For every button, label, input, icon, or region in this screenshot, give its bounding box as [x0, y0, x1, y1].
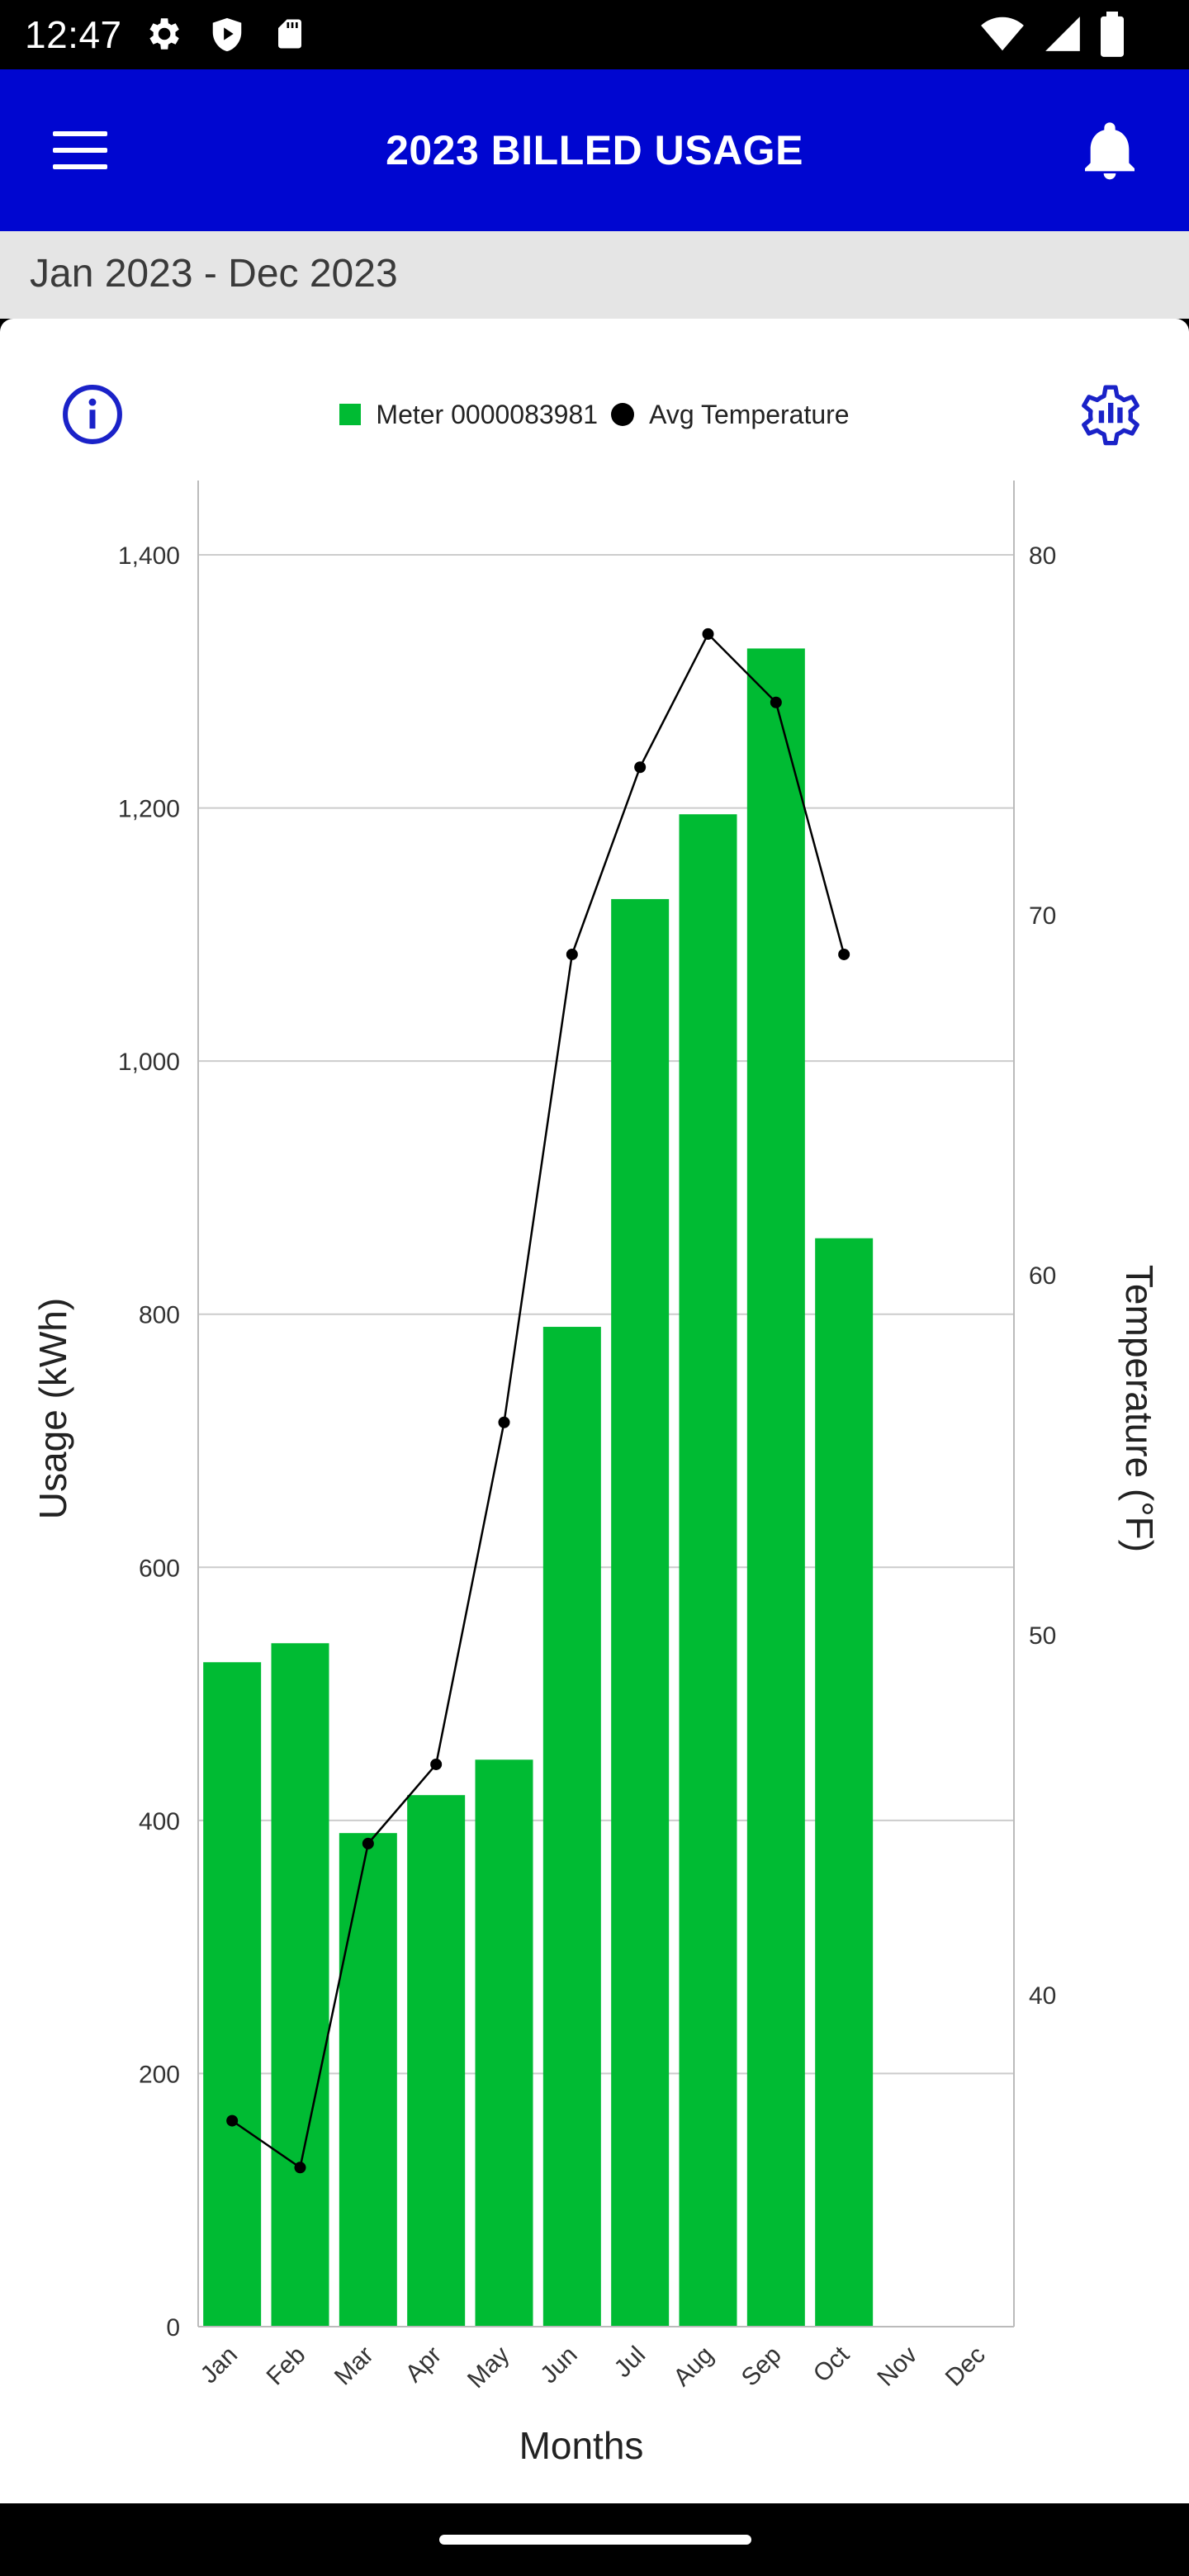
- legend-item-temperature[interactable]: Avg Temperature: [611, 400, 850, 430]
- y-tick-label: 1,000: [118, 1049, 180, 1076]
- app-bar: 2023 BILLED USAGE: [0, 69, 1189, 231]
- y2-axis-title: Temperature (°F): [1118, 1265, 1161, 1552]
- usage-chart: 0 200 400 600 800 1,000 1,200 1,400 40 50 60 70 80 Ja…: [31, 481, 1161, 2467]
- bar-oct[interactable]: [815, 1238, 874, 2327]
- date-range-label: Jan 2023 - Dec 2023: [30, 252, 398, 296]
- bar-jan[interactable]: [203, 1662, 262, 2327]
- x-tick-label: Apr: [400, 2342, 447, 2388]
- wifi-icon: [981, 17, 1024, 51]
- y2-tick-label: 60: [1029, 1262, 1056, 1290]
- x-tick-label: Aug: [668, 2342, 718, 2392]
- chart-legend: Meter 0000083981 Avg Temperature: [0, 390, 1189, 439]
- x-tick-label: Oct: [808, 2341, 855, 2388]
- chart-gridlines: [198, 554, 1014, 2075]
- y-tick-label: 800: [139, 1302, 180, 1329]
- bar-aug[interactable]: [679, 814, 737, 2327]
- x-tick-label: May: [462, 2342, 514, 2394]
- legend-swatch-usage: [339, 404, 362, 425]
- legend-dot-temperature: [611, 403, 635, 426]
- temp-point-sep[interactable]: [770, 696, 782, 708]
- chart-bars: [203, 648, 874, 2327]
- temperature-line: [231, 632, 846, 2170]
- temp-point-mar[interactable]: [362, 1837, 374, 1849]
- legend-item-usage[interactable]: Meter 0000083981: [339, 400, 598, 430]
- temp-point-oct[interactable]: [838, 948, 850, 960]
- date-range-strip: Jan 2023 - Dec 2023: [0, 231, 1189, 319]
- x-tick-label: Feb: [262, 2342, 311, 2391]
- temp-point-jan[interactable]: [226, 2114, 239, 2127]
- shield-play-icon: [212, 17, 242, 52]
- y-tick-label: 0: [166, 2314, 180, 2342]
- temp-point-may[interactable]: [498, 1416, 510, 1428]
- hamburger-menu-icon[interactable]: [38, 119, 124, 182]
- x-tick-label: Jul: [609, 2342, 651, 2383]
- temp-point-apr[interactable]: [430, 1758, 443, 1770]
- y2-tick-label: 70: [1029, 902, 1056, 930]
- x-tick-label: Nov: [872, 2342, 922, 2392]
- y2-tick-label: 80: [1029, 542, 1056, 570]
- x-tick-label: Dec: [940, 2342, 991, 2392]
- x-axis-title: Months: [519, 2424, 644, 2467]
- bar-jun[interactable]: [542, 1327, 601, 2327]
- status-bar: 12:47: [0, 0, 1189, 69]
- system-nav-bar: [0, 2503, 1189, 2576]
- y2-tick-label: 40: [1029, 1982, 1056, 2010]
- y-tick-label: 1,200: [118, 796, 180, 823]
- temp-point-jun[interactable]: [566, 948, 578, 960]
- temp-point-feb[interactable]: [294, 2162, 306, 2174]
- legend-label-usage: Meter 0000083981: [376, 399, 599, 429]
- y-tick-label: 1,400: [118, 542, 180, 570]
- battery-icon: [1101, 12, 1124, 57]
- y2-tick-label: 50: [1029, 1622, 1056, 1650]
- x-tick-label: Mar: [329, 2342, 379, 2391]
- status-time: 12:47: [25, 13, 122, 56]
- y-tick-label: 200: [139, 2061, 180, 2088]
- page-title: 2023 BILLED USAGE: [386, 127, 803, 173]
- y-axis-title: Usage (kWh): [31, 1298, 74, 1519]
- temp-point-aug[interactable]: [702, 627, 714, 640]
- bar-sep[interactable]: [746, 648, 805, 2327]
- chart-temperature-line: [226, 627, 850, 2174]
- x-tick-label: Jun: [535, 2342, 583, 2389]
- gear-icon: [149, 18, 179, 50]
- bar-may[interactable]: [475, 1759, 533, 2327]
- bar-jul[interactable]: [611, 898, 670, 2327]
- x-tick-label: Jan: [196, 2342, 244, 2389]
- bell-icon[interactable]: [1077, 119, 1143, 185]
- chart-settings-gear-icon[interactable]: [1073, 376, 1148, 451]
- sd-card-icon: [278, 19, 301, 49]
- bar-mar[interactable]: [339, 1833, 397, 2327]
- signal-icon: [1045, 17, 1080, 51]
- chart-card: Meter 0000083981 Avg Temperature 0 200 400…: [0, 319, 1189, 2503]
- y-tick-label: 600: [139, 1555, 180, 1582]
- x-tick-label: Sep: [737, 2342, 787, 2392]
- info-circle-icon[interactable]: [61, 383, 124, 446]
- y-tick-label: 400: [139, 1808, 180, 1835]
- bar-apr[interactable]: [407, 1795, 466, 2327]
- bar-feb[interactable]: [271, 1643, 329, 2327]
- legend-label-temperature: Avg Temperature: [649, 399, 850, 429]
- temp-point-jul[interactable]: [634, 761, 647, 774]
- chart-axes: [197, 481, 1015, 2327]
- home-gesture-bar[interactable]: [439, 2535, 751, 2545]
